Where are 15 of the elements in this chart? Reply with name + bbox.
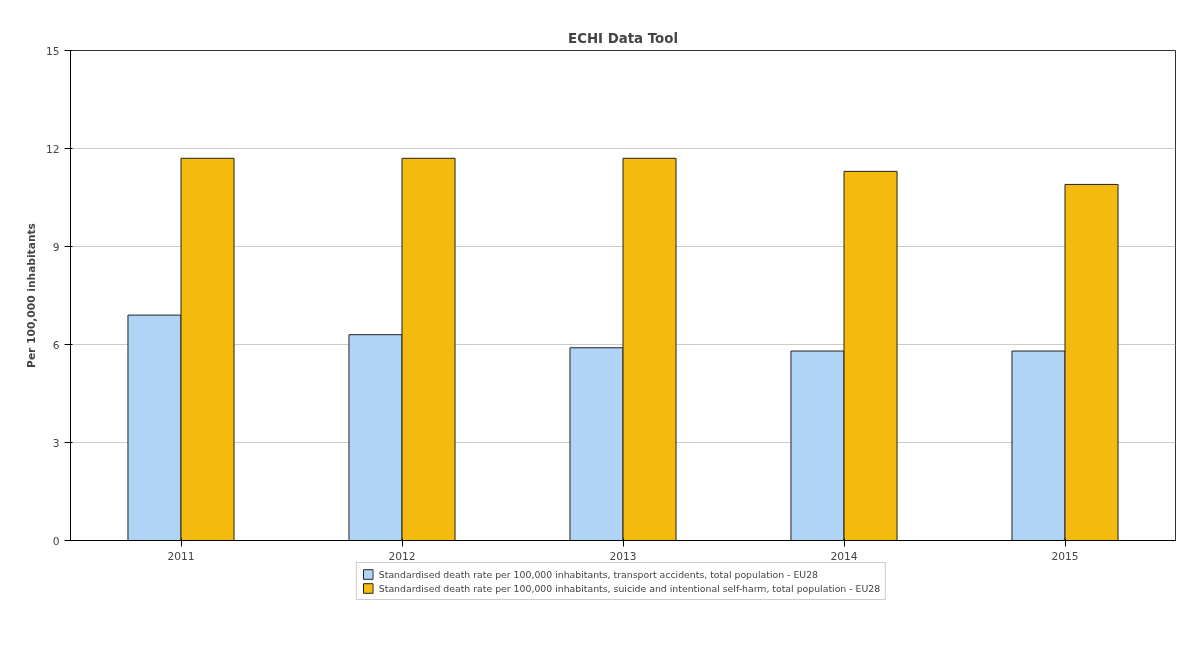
chart-title: ECHI Data Tool	[568, 30, 678, 46]
y-tick-label: 15	[45, 44, 60, 58]
y-tick-label: 12	[45, 142, 60, 156]
x-tick-label: 2012	[388, 549, 416, 563]
x-tick-label: 2014	[830, 549, 858, 563]
y-tick-label: 9	[52, 240, 60, 254]
x-tick-label: 2013	[609, 549, 637, 563]
y-tick-label: 6	[52, 338, 60, 352]
legend-label: Standardised death rate per 100,000 inhabitants, suicide and intentional self-harm, total population - EU28	[378, 582, 881, 594]
x-tick-label: 2011	[167, 549, 195, 563]
y-tick-label: 0	[52, 534, 60, 548]
x-tick-label: 2015	[1051, 549, 1079, 563]
legend-label: Standardised death rate per 100,000 inhabitants, transport accidents, total population - EU28	[378, 568, 818, 580]
y-tick-label: 3	[52, 436, 60, 450]
y-axis-title: Per 100,000 inhabitants	[24, 223, 38, 368]
